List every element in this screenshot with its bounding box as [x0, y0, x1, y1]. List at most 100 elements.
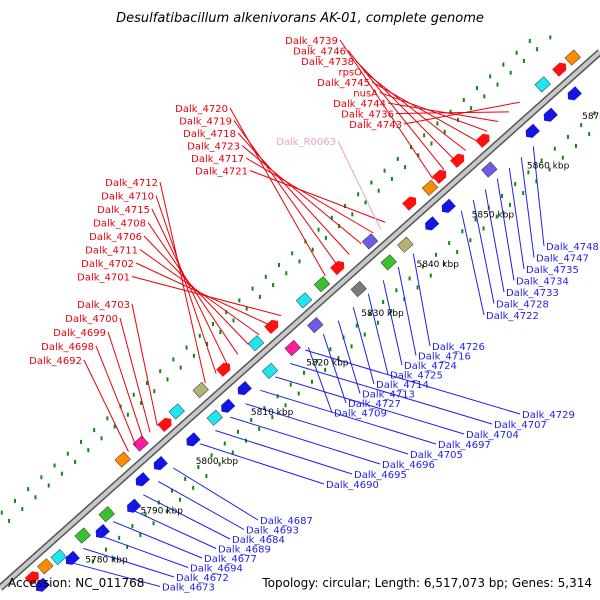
- leader-dalk-4718: [237, 132, 350, 255]
- leader-dalk-4673: [68, 561, 161, 587]
- tick-mark: [508, 202, 511, 207]
- tick-mark: [436, 121, 439, 126]
- tick-mark: [495, 214, 498, 219]
- gene-label-dalk-4743: Dalk_4743: [349, 120, 402, 131]
- gene-label-dalk-4673: Dalk_4673: [162, 583, 215, 594]
- gene-box: [98, 506, 115, 523]
- tick-mark: [368, 311, 371, 316]
- gene-box: [380, 254, 397, 271]
- gene-feature: [50, 549, 67, 566]
- tick-mark: [515, 50, 518, 55]
- leader-dalk-4719: [233, 120, 338, 266]
- tick-mark: [409, 145, 412, 150]
- leader-dalk-4715: [151, 208, 228, 365]
- leader-dalk-4692: [83, 359, 129, 452]
- tick-mark: [66, 451, 69, 456]
- leader-dalk-4696: [230, 416, 381, 465]
- gene-label-dalk-4722: Dalk_4722: [486, 311, 539, 322]
- tick-mark: [245, 306, 248, 311]
- tick-mark: [139, 533, 142, 538]
- tick-mark: [197, 465, 200, 470]
- tick-mark: [74, 459, 77, 464]
- tick-mark: [475, 86, 478, 91]
- gene-label-dalk-4718: Dalk_4718: [183, 129, 236, 140]
- tick-mark: [100, 436, 103, 441]
- gene-box: [50, 549, 67, 566]
- gene-feature: [552, 62, 567, 77]
- gene-label-dalk-4705: Dalk_4705: [410, 450, 463, 461]
- accession-text: Accession: NC_011768: [8, 576, 144, 590]
- gene-box: [564, 49, 581, 66]
- gene-box: [168, 403, 185, 420]
- gene-label-dalk-4690: Dalk_4690: [326, 480, 379, 491]
- leader-dalk-4699: [107, 331, 144, 439]
- tick-mark: [106, 416, 109, 421]
- gene-feature: [330, 260, 345, 276]
- leader-dalk-4743: [403, 101, 520, 125]
- tick-mark: [21, 507, 24, 512]
- forward-gene-arrow: [450, 153, 465, 168]
- tick-mark: [442, 261, 445, 266]
- tick-mark: [343, 204, 346, 209]
- tick-mark: [509, 70, 512, 75]
- tick-mark: [159, 369, 162, 374]
- tick-mark: [566, 134, 569, 139]
- tick-mark: [126, 412, 129, 417]
- reverse-gene-arrow: [153, 456, 168, 471]
- gene-feature: [564, 49, 581, 66]
- gene-feature: [543, 107, 558, 122]
- gene-label-dalk-4747: Dalk_4747: [536, 254, 589, 265]
- leader-dalk-4707: [290, 363, 493, 425]
- gene-label-dalk-4726: Dalk_4726: [432, 342, 485, 353]
- gene-feature: [168, 403, 185, 420]
- tick-mark: [357, 192, 360, 197]
- gene-feature: [157, 417, 172, 432]
- tick-mark: [548, 167, 551, 172]
- leader-dalk-4705: [245, 403, 409, 455]
- tick-mark: [443, 129, 446, 134]
- tick-mark: [232, 318, 235, 323]
- tick-mark: [172, 357, 175, 362]
- leader-dalk-4721: [249, 170, 386, 223]
- leader-dalk-4693: [158, 480, 245, 530]
- gene-feature: [432, 169, 447, 184]
- leader-rpso: [363, 71, 467, 151]
- gene-label-dalk-4721: Dalk_4721: [195, 167, 248, 178]
- gene-label-dalk-4714: Dalk_4714: [376, 380, 429, 391]
- leader-dalk-4698: [95, 345, 137, 446]
- gene-feature: [350, 281, 367, 298]
- forward-gene-arrow: [330, 260, 345, 276]
- tick-mark: [206, 341, 209, 346]
- tick-mark: [514, 182, 517, 187]
- gene-label-dalk-4672: Dalk_4672: [176, 573, 229, 584]
- leader-dalk-4734: [496, 178, 515, 281]
- gene-box: [247, 335, 265, 352]
- tick-mark: [211, 321, 214, 326]
- tick-mark: [178, 497, 181, 502]
- tick-mark: [390, 176, 393, 181]
- leader-dalk-4700: [119, 317, 151, 433]
- gene-box: [350, 281, 367, 298]
- tick-mark: [522, 58, 525, 63]
- tick-mark: [470, 106, 473, 111]
- tick-mark: [502, 62, 505, 67]
- kbp-marker-5810-kbp: 5810 kbp: [251, 408, 294, 418]
- tick-mark: [205, 474, 208, 479]
- leader-dalk-4702: [135, 262, 271, 326]
- reverse-gene-arrow: [221, 398, 236, 413]
- gene-label-dalk-4699: Dalk_4699: [53, 328, 106, 339]
- leader-dalk-4735: [508, 167, 525, 270]
- leader-dalk-4704: [275, 376, 465, 435]
- tick-mark: [179, 365, 182, 370]
- label-leader-lines: [68, 39, 545, 587]
- tick-mark: [276, 394, 279, 399]
- kbp-marker-5780-kbp: 5780 kbp: [85, 556, 128, 566]
- leader-nusa: [379, 92, 488, 132]
- reverse-gene-arrow: [525, 123, 540, 138]
- leader-dalk-4690: [200, 443, 325, 485]
- reverse-gene-arrow: [65, 550, 80, 565]
- tick-mark: [231, 450, 234, 455]
- gene-feature: [98, 506, 115, 523]
- kbp-marker-5870-kbp: 5870 kbp: [582, 112, 600, 122]
